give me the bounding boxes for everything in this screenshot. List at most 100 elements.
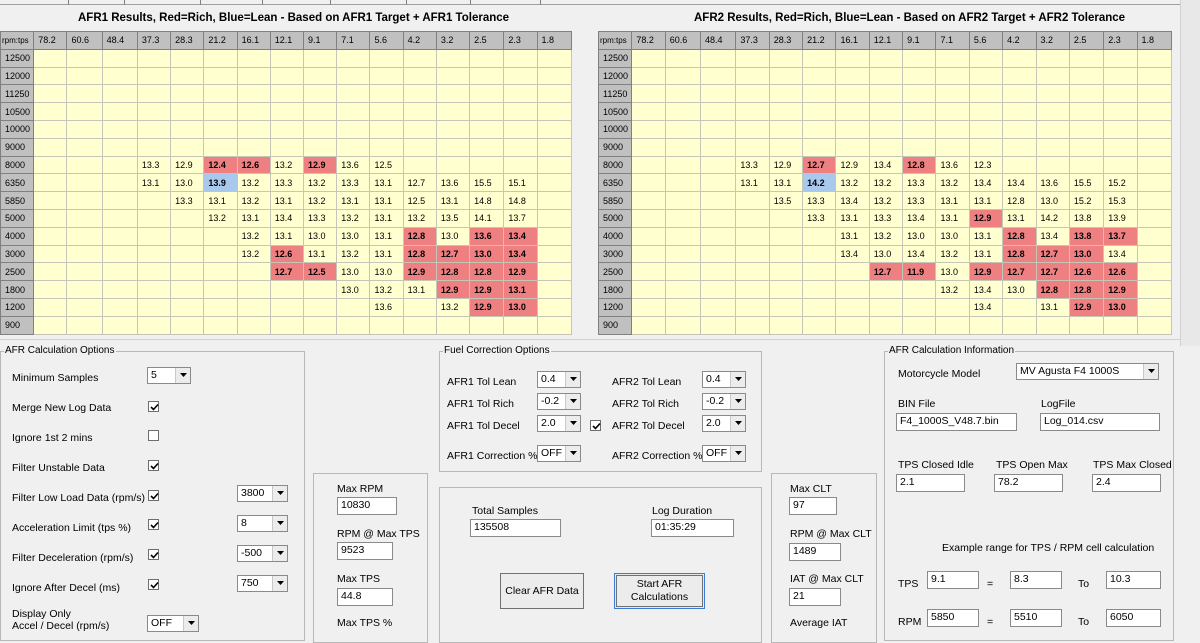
afr-cell[interactable] <box>664 137 702 157</box>
afr-cell[interactable]: 13.4 <box>503 244 538 264</box>
filter-unstable-data-checkbox[interactable] <box>148 460 159 471</box>
afr-cell[interactable]: 13.4 <box>968 280 1004 299</box>
afr-cell[interactable] <box>269 119 305 139</box>
afr-cell[interactable] <box>868 66 904 86</box>
afr-cell[interactable] <box>700 280 737 299</box>
afr-cell[interactable] <box>469 66 505 86</box>
afr-cell[interactable]: 13.6 <box>435 173 471 193</box>
afr-cell[interactable] <box>1035 102 1070 121</box>
afr-cell[interactable]: 13.6 <box>469 226 505 246</box>
afr-cell[interactable] <box>968 315 1004 335</box>
afr-cell[interactable] <box>33 280 68 299</box>
afr-cell[interactable]: 13.4 <box>269 208 305 228</box>
afr-cell[interactable] <box>536 297 573 317</box>
afr-cell[interactable] <box>768 280 804 299</box>
afr-cell[interactable]: 12.7 <box>868 262 904 282</box>
rpm-range-value-field[interactable]: 5850 <box>927 609 979 627</box>
afr-cell[interactable] <box>136 137 172 157</box>
afr-cell[interactable] <box>66 84 103 104</box>
afr-cell[interactable] <box>136 280 172 299</box>
afr-cell[interactable] <box>469 315 505 335</box>
afr-cell[interactable] <box>664 48 702 68</box>
afr-cell[interactable] <box>101 155 138 175</box>
afr-cell[interactable] <box>802 262 837 282</box>
afr-cell[interactable] <box>700 208 737 228</box>
afr-cell[interactable] <box>236 280 271 299</box>
afr-cell[interactable]: 13.4 <box>835 244 870 264</box>
afr-cell[interactable] <box>469 155 505 175</box>
afr-cell[interactable] <box>868 297 904 317</box>
log-duration-field[interactable]: 01:35:29 <box>651 519 734 537</box>
afr-cell[interactable] <box>664 191 702 210</box>
afr-cell[interactable]: 13.1 <box>1002 208 1037 228</box>
afr-cell[interactable]: 13.3 <box>802 208 837 228</box>
afr-cell[interactable]: 12.3 <box>968 155 1004 175</box>
afr-cell[interactable] <box>935 315 970 335</box>
afr-cell[interactable] <box>802 297 837 317</box>
afr2-tol-decel-dropdown[interactable]: 2.0 <box>702 415 746 432</box>
afr-cell[interactable] <box>968 66 1004 86</box>
afr-cell[interactable] <box>503 84 538 104</box>
afr-cell[interactable]: 12.9 <box>1103 280 1138 299</box>
afr-cell[interactable]: 12.7 <box>802 155 837 175</box>
afr-cell[interactable] <box>735 66 770 86</box>
afr-cell[interactable] <box>136 226 172 246</box>
afr-cell[interactable]: 13.3 <box>735 155 770 175</box>
afr-cell[interactable]: 14.1 <box>469 208 505 228</box>
afr-cell[interactable]: 12.9 <box>968 262 1004 282</box>
afr-cell[interactable]: 12.9 <box>968 208 1004 228</box>
motorcycle-model-dropdown[interactable]: MV Agusta F4 1000S <box>1016 363 1159 380</box>
tps-range-to-field[interactable]: 10.3 <box>1106 571 1161 589</box>
afr-cell[interactable] <box>664 173 702 193</box>
afr-cell[interactable]: 13.1 <box>302 244 338 264</box>
afr-cell[interactable]: 12.9 <box>503 262 538 282</box>
afr-cell[interactable] <box>768 208 804 228</box>
afr-cell[interactable] <box>33 244 68 264</box>
afr-cell[interactable] <box>768 119 804 139</box>
afr-cell[interactable] <box>768 226 804 246</box>
afr-cell[interactable] <box>1103 315 1138 335</box>
afr-cell[interactable] <box>700 226 737 246</box>
rpm-range-to-field[interactable]: 6050 <box>1106 609 1161 627</box>
afr-cell[interactable] <box>66 191 103 210</box>
afr-cell[interactable]: 13.3 <box>336 173 371 193</box>
afr-cell[interactable] <box>631 262 666 282</box>
afr-cell[interactable] <box>631 48 666 68</box>
afr-cell[interactable]: 13.1 <box>935 191 970 210</box>
afr-cell[interactable] <box>835 84 870 104</box>
afr-cell[interactable] <box>469 48 505 68</box>
afr-cell[interactable] <box>1136 66 1173 86</box>
afr-cell[interactable] <box>33 191 68 210</box>
tps-range-value-field[interactable]: 9.1 <box>927 571 979 589</box>
afr-cell[interactable] <box>1136 297 1173 317</box>
acceleration-limit-checkbox[interactable] <box>148 519 159 530</box>
afr-cell[interactable]: 12.8 <box>469 262 505 282</box>
afr-cell[interactable]: 12.7 <box>1035 262 1070 282</box>
afr-cell[interactable]: 13.1 <box>735 173 770 193</box>
afr-cell[interactable]: 13.8 <box>1068 208 1105 228</box>
afr-cell[interactable] <box>101 119 138 139</box>
afr-cell[interactable] <box>170 119 205 139</box>
afr-cell[interactable] <box>968 48 1004 68</box>
afr-cell[interactable] <box>664 66 702 86</box>
afr-cell[interactable] <box>469 137 505 157</box>
afr-cell[interactable]: 12.9 <box>835 155 870 175</box>
afr-cell[interactable] <box>101 66 138 86</box>
logfile-field[interactable]: Log_014.csv <box>1040 413 1160 431</box>
afr-cell[interactable] <box>1136 208 1173 228</box>
afr-cell[interactable] <box>236 315 271 335</box>
afr-cell[interactable] <box>101 137 138 157</box>
afr-cell[interactable]: 12.6 <box>269 244 305 264</box>
afr-cell[interactable] <box>302 280 338 299</box>
afr-cell[interactable] <box>802 137 837 157</box>
afr-cell[interactable] <box>664 155 702 175</box>
afr-cell[interactable]: 12.8 <box>1002 244 1037 264</box>
tps-range-from-field[interactable]: 8.3 <box>1010 571 1062 589</box>
afr-cell[interactable]: 13.4 <box>1035 226 1070 246</box>
afr-cell[interactable]: 12.5 <box>369 155 404 175</box>
afr-cell[interactable] <box>236 297 271 317</box>
afr-cell[interactable]: 13.6 <box>336 155 371 175</box>
afr-cell[interactable] <box>101 244 138 264</box>
afr-cell[interactable] <box>33 297 68 317</box>
afr-cell[interactable]: 13.7 <box>1103 226 1138 246</box>
